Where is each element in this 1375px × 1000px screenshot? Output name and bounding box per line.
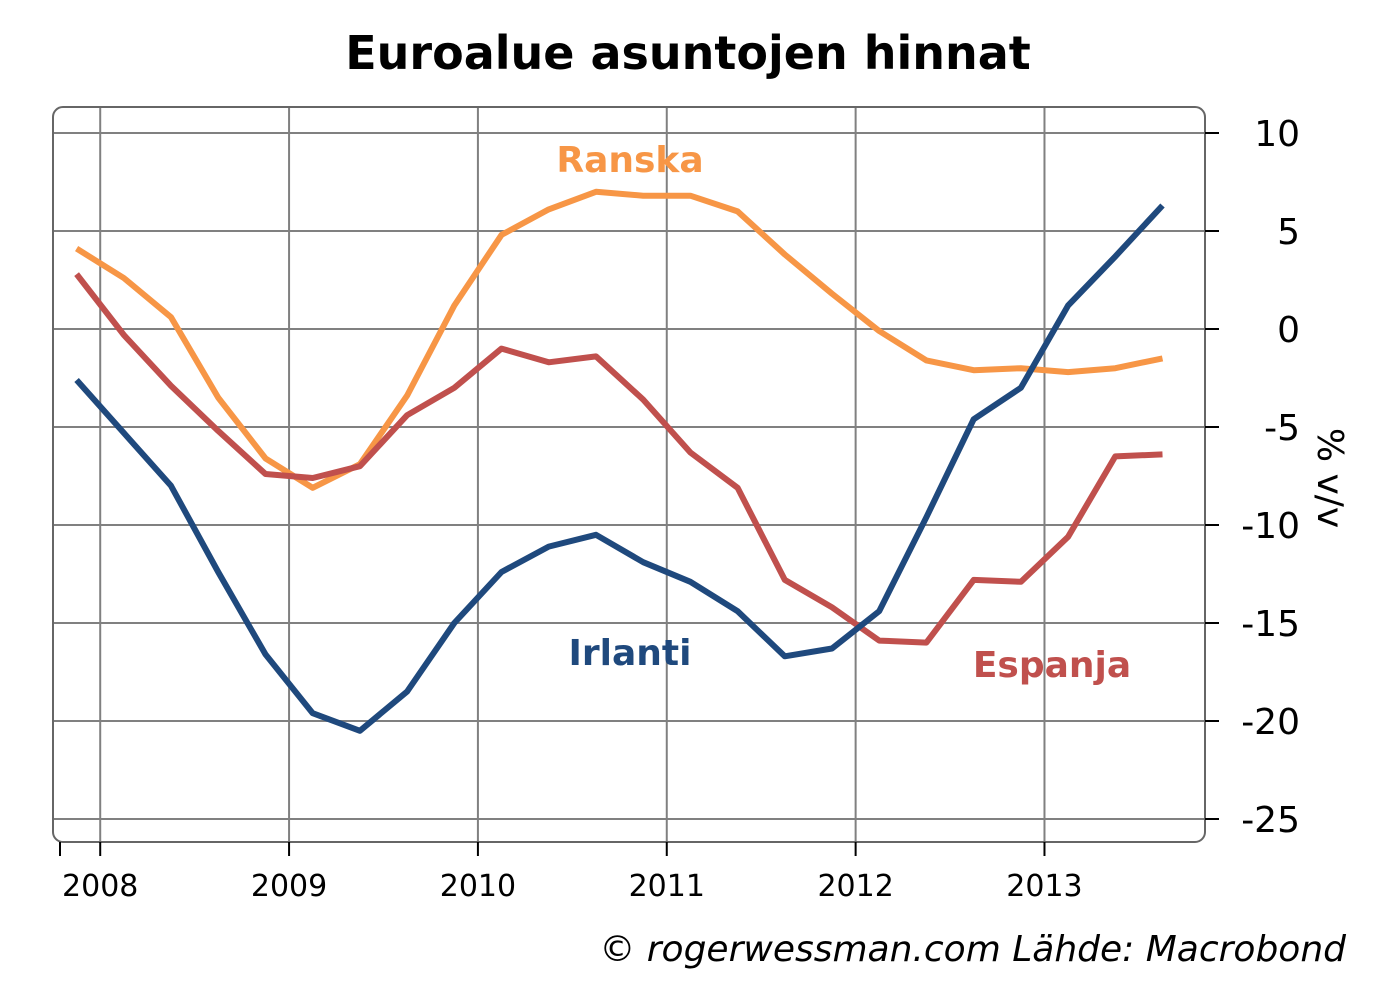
x-tick-label: 2010 [440, 869, 516, 904]
grid [53, 107, 1205, 842]
series-line-ranska [75, 188, 1164, 491]
y-tick-label: -25 [1241, 800, 1300, 841]
y-tick-label: 10 [1254, 114, 1300, 155]
x-axis: 2008 2009 2010 2011 2012 2013 [59, 842, 1083, 904]
y-tick-label: -20 [1241, 702, 1300, 743]
series-label-ranska: Ranska [556, 140, 703, 181]
y-tick-label: 5 [1277, 212, 1300, 253]
x-tick-label: 2013 [1006, 869, 1082, 904]
x-tick-label: 2009 [251, 869, 327, 904]
y-tick-label: -10 [1241, 506, 1300, 547]
plot-frame [52, 106, 1206, 843]
x-tick-label: 2011 [629, 869, 705, 904]
series-label-espanja: Espanja [973, 645, 1131, 686]
y-axis-label: % v/v [1309, 428, 1350, 528]
series-line-espanja [74, 272, 1163, 646]
y-axis: 10 5 0 -5 -10 -15 -20 -25 [1205, 114, 1300, 841]
series-line-irlanti [74, 203, 1165, 734]
y-tick-label: -5 [1264, 408, 1300, 449]
x-tick-label: 2008 [62, 869, 138, 904]
credit-text: © rogerwessman.com Lähde: Macrobond [599, 929, 1347, 970]
series-lines [74, 188, 1165, 734]
series-label-irlanti: Irlanti [569, 633, 692, 674]
chart-title: Euroalue asuntojen hinnat [345, 26, 1031, 80]
y-tick-label: 0 [1277, 310, 1300, 351]
x-tick-label: 2012 [817, 869, 893, 904]
y-tick-label: -15 [1241, 604, 1300, 645]
